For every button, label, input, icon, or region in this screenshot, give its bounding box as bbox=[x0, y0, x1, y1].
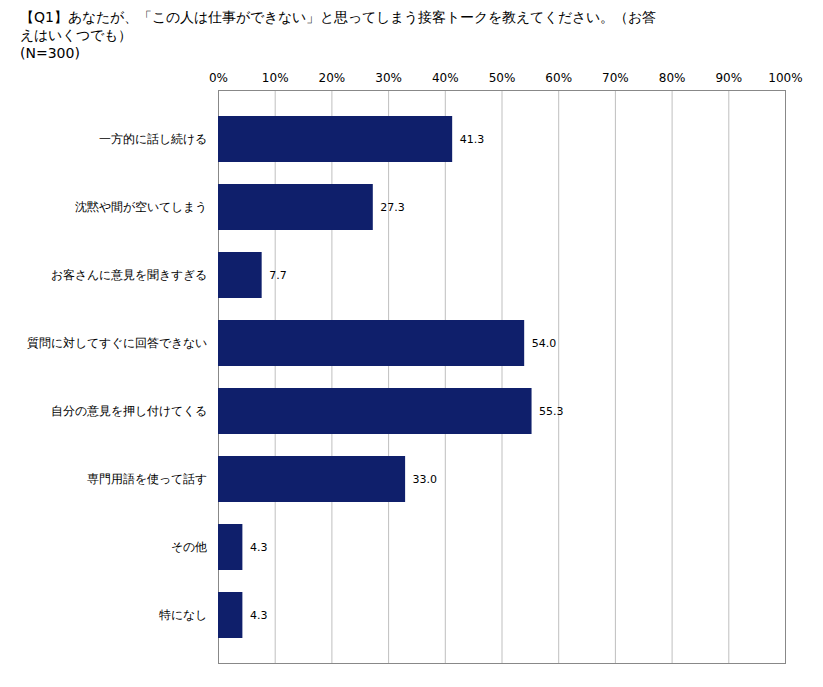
svg-text:10%: 10% bbox=[262, 71, 289, 85]
svg-text:33.0: 33.0 bbox=[413, 473, 438, 486]
svg-text:沈黙や間が空いてしまう: 沈黙や間が空いてしまう bbox=[75, 200, 207, 214]
svg-text:7.7: 7.7 bbox=[269, 269, 287, 282]
svg-text:4.3: 4.3 bbox=[250, 541, 267, 554]
svg-text:一方的に話し続ける: 一方的に話し続ける bbox=[99, 132, 207, 146]
svg-text:54.0: 54.0 bbox=[532, 337, 557, 350]
svg-text:80%: 80% bbox=[659, 71, 686, 85]
svg-text:100%: 100% bbox=[768, 71, 802, 85]
svg-text:41.3: 41.3 bbox=[460, 133, 485, 146]
svg-text:0%: 0% bbox=[209, 71, 228, 85]
svg-text:20%: 20% bbox=[319, 71, 346, 85]
svg-text:4.3: 4.3 bbox=[250, 609, 267, 622]
svg-text:特になし: 特になし bbox=[159, 608, 207, 622]
svg-text:55.3: 55.3 bbox=[539, 405, 564, 418]
svg-text:60%: 60% bbox=[545, 71, 572, 85]
svg-text:70%: 70% bbox=[602, 71, 629, 85]
svg-text:お客さんに意見を聞きすぎる: お客さんに意見を聞きすぎる bbox=[51, 268, 207, 282]
svg-text:40%: 40% bbox=[432, 71, 459, 85]
svg-text:自分の意見を押し付けてくる: 自分の意見を押し付けてくる bbox=[51, 404, 207, 418]
svg-text:30%: 30% bbox=[375, 71, 402, 85]
svg-text:質問に対してすぐに回答できない: 質問に対してすぐに回答できない bbox=[27, 336, 207, 350]
html-text:【Q1】あなたが、「この人は仕事ができない」と思ってしまう接: 【Q1】あなたが、「この人は仕事ができない」と思ってしまう接客トークを教えてくだ… bbox=[20, 9, 656, 43]
html-text:(N=300): (N=300) bbox=[20, 45, 80, 61]
svg-text:専門用語を使って話す: 専門用語を使って話す bbox=[87, 472, 207, 486]
svg-text:27.3: 27.3 bbox=[380, 201, 405, 214]
svg-text:50%: 50% bbox=[489, 71, 516, 85]
svg-text:90%: 90% bbox=[715, 71, 742, 85]
svg-text:その他: その他 bbox=[171, 540, 207, 554]
